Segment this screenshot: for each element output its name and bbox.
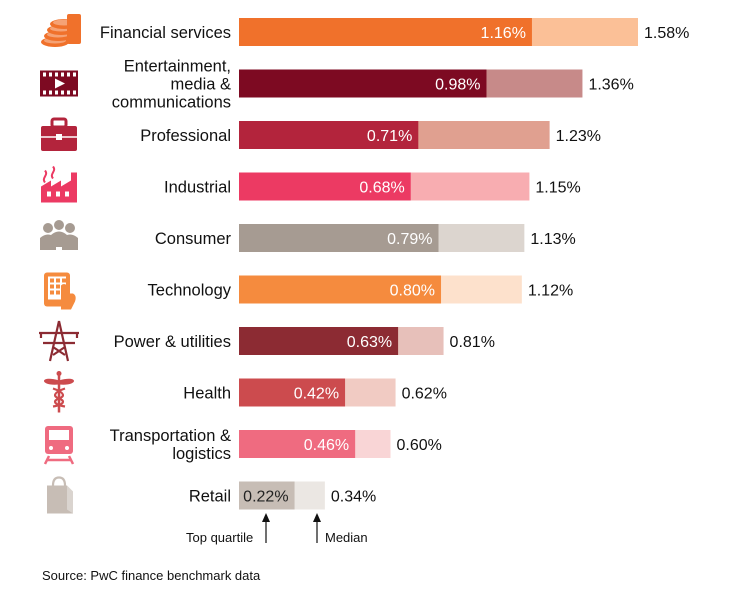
top-quartile-value: 0.71% [367, 128, 412, 145]
briefcase-icon [41, 117, 77, 151]
caduceus-icon [44, 371, 74, 413]
row-retail: Retail 0.22% 0.34% [47, 476, 376, 514]
coin-stack-icon [41, 14, 81, 47]
category-label: Retail [189, 488, 231, 506]
tablet-touch-icon [44, 272, 76, 310]
top-quartile-bar [239, 224, 439, 252]
category-label: Technology [148, 282, 232, 300]
row-entertainment-media-communications: Entertainment,media &communications 0.98%… [40, 58, 634, 112]
top-quartile-value: 0.63% [347, 334, 392, 351]
median-value: 0.60% [397, 437, 442, 454]
category-label: Entertainment, [124, 58, 231, 76]
category-label: Transportation & [110, 427, 231, 445]
row-health: Health 0.42% 0.62% [44, 371, 447, 413]
factory-icon [41, 165, 77, 203]
row-consumer: Consumer 0.79% 1.13% [40, 220, 576, 252]
median-value: 1.23% [556, 128, 601, 145]
chart-rows: Financial services 1.16% 1.58% Entertainmen… [39, 14, 689, 514]
median-value: 1.12% [528, 283, 573, 300]
row-professional: Professional 0.71% 1.23% [41, 117, 601, 151]
legend-top-quartile-label: Top quartile [186, 530, 253, 545]
top-quartile-bar [239, 275, 442, 304]
row-technology: Technology 0.80% 1.12% [44, 272, 573, 310]
source-note: Source: PwC finance benchmark data [42, 568, 261, 583]
top-quartile-value: 0.42% [294, 386, 339, 403]
category-label: Financial services [100, 24, 231, 42]
category-label: Power & utilities [114, 333, 231, 351]
top-quartile-bar [239, 121, 419, 149]
median-value: 1.36% [588, 77, 633, 94]
row-industrial: Industrial 0.68% 1.15% [41, 165, 581, 203]
top-quartile-value: 0.68% [359, 180, 404, 197]
median-value: 0.81% [450, 334, 495, 351]
category-label: Professional [140, 127, 231, 145]
top-quartile-value: 0.98% [435, 77, 480, 94]
median-value: 1.58% [644, 25, 689, 42]
film-strip-icon [40, 70, 78, 97]
top-quartile-bar [239, 430, 356, 458]
median-value: 0.34% [331, 489, 376, 506]
median-value: 1.13% [530, 231, 575, 248]
category-label: communications [112, 94, 231, 112]
top-quartile-bar [239, 327, 399, 355]
median-value: 1.15% [535, 180, 580, 197]
top-quartile-bar [239, 69, 487, 98]
median-value: 0.62% [402, 386, 447, 403]
category-label: Consumer [155, 230, 232, 248]
row-power-utilities: Power & utilities 0.63% 0.81% [39, 320, 495, 362]
top-quartile-value: 0.79% [387, 231, 432, 248]
top-quartile-bar [239, 172, 411, 201]
top-quartile-value: 0.80% [390, 283, 435, 300]
legend-median-label: Median [325, 530, 368, 545]
row-financial-services: Financial services 1.16% 1.58% [41, 14, 689, 47]
top-quartile-bar [239, 378, 346, 407]
top-quartile-bar [239, 481, 295, 510]
power-pylon-icon [39, 320, 79, 362]
category-label: logistics [172, 445, 231, 463]
category-label: Industrial [164, 179, 231, 197]
legend-median-arrowhead [313, 513, 321, 522]
top-quartile-value: 0.22% [243, 489, 288, 506]
legend-top-quartile-arrowhead [262, 513, 270, 522]
top-quartile-value: 1.16% [481, 25, 526, 42]
people-group-icon [40, 220, 78, 250]
category-label: media & [170, 76, 231, 94]
top-quartile-value: 0.46% [304, 437, 349, 454]
train-icon [43, 426, 75, 465]
row-transportation-logistics: Transportation &logistics 0.46% 0.60% [43, 426, 442, 465]
shopping-bag-icon [47, 476, 73, 514]
category-label: Health [183, 385, 231, 403]
top-quartile-bar [239, 18, 532, 46]
legend: Top quartile Median [186, 513, 368, 545]
